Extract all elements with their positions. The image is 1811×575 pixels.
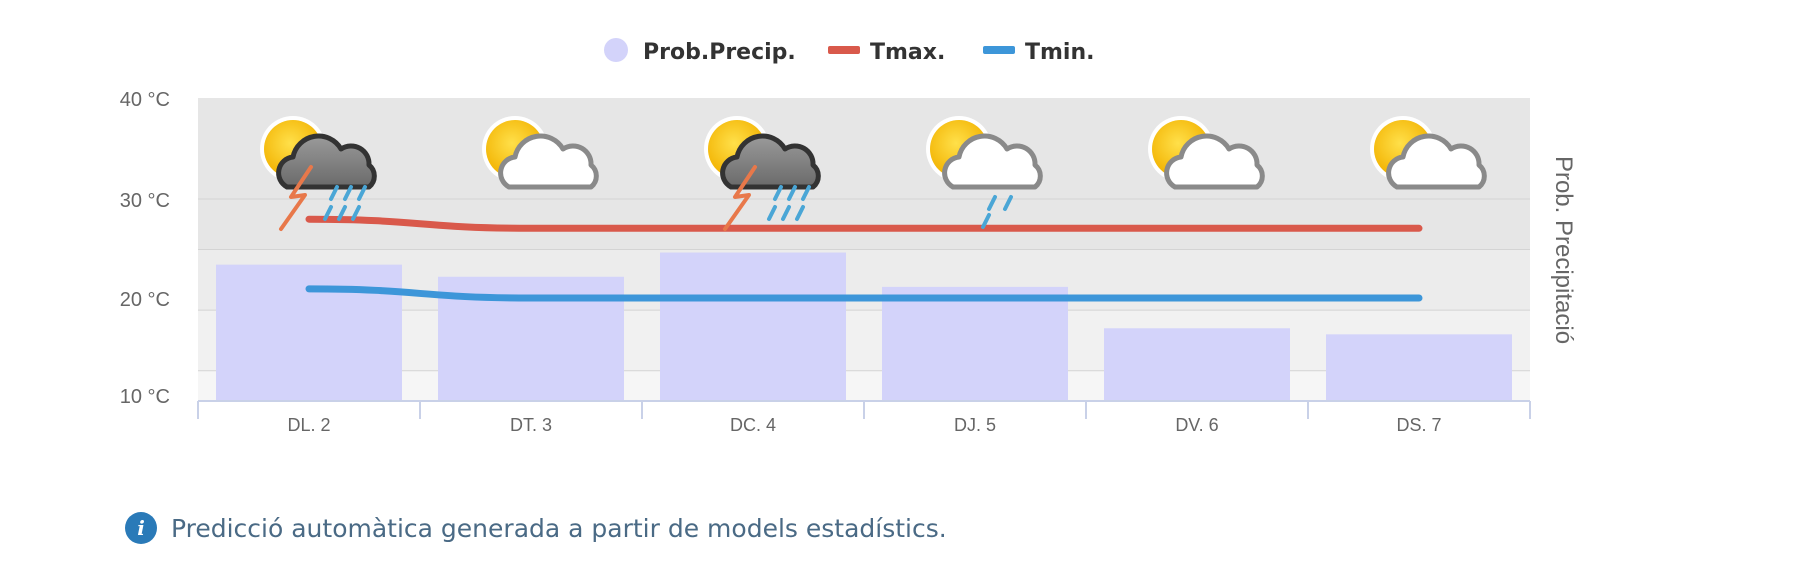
temperature-lines <box>305 215 1423 302</box>
y-tick-label: 40 °C <box>120 89 170 111</box>
y-tick-label: 10 °C <box>120 386 170 408</box>
rain-drop <box>801 185 811 201</box>
legend-label: Tmax. <box>870 40 945 65</box>
rain-drop <box>329 185 339 201</box>
cloud <box>498 133 599 190</box>
rain-drop <box>323 205 333 221</box>
cloud <box>720 133 821 190</box>
legend-marker-line <box>828 46 860 54</box>
x-tick-label: DL. 2 <box>287 415 330 435</box>
y-tick-label: 30 °C <box>120 190 170 212</box>
legend-label: Prob.Precip. <box>643 40 796 65</box>
rain-drop <box>795 205 805 221</box>
sun-cloud-rain-icon <box>926 116 1043 229</box>
lightning-bolt <box>279 165 313 231</box>
sun-storm-rain-icon <box>260 116 377 231</box>
y-tick-label: 20 °C <box>120 289 170 311</box>
sun-cloud-icon <box>482 116 599 190</box>
rain-drop <box>351 205 361 221</box>
rain-drop <box>773 185 783 201</box>
lightning-bolt <box>723 165 757 231</box>
legend: Prob.Precip. Tmax. Tmin. <box>604 38 1095 65</box>
rain-drop <box>1003 195 1013 211</box>
x-tick-label: DC. 4 <box>730 415 776 435</box>
cloud <box>1386 133 1487 190</box>
right-axis-title: Prob. Precipitació <box>1550 156 1577 344</box>
tmin-line <box>305 285 1423 302</box>
gridlines <box>198 198 1530 372</box>
plot-background <box>198 98 1530 401</box>
sun-cloud-icon <box>1148 116 1265 190</box>
forecast-chart: DL. 2 DT. 3 DC. 4 DJ. 5 DV. 6 DS. 7 10 °C 20 °C… <box>120 38 1577 435</box>
precip-bar <box>882 286 1068 401</box>
rain-drop <box>767 205 777 221</box>
precip-bar <box>660 252 846 401</box>
sun-cloud-icon <box>1370 116 1487 190</box>
x-tick-label: DT. 3 <box>510 415 552 435</box>
notice: i Predicció automàtica generada a partir… <box>125 512 947 544</box>
cloud <box>942 133 1043 190</box>
x-tick-label: DS. 7 <box>1396 415 1441 435</box>
precip-bar <box>216 264 402 401</box>
legend-marker-precip <box>604 38 628 62</box>
plot-band <box>198 370 1530 401</box>
notice-text: Predicció automàtica generada a partir d… <box>171 513 947 543</box>
info-icon: i <box>125 512 157 544</box>
rain-drop <box>343 185 353 201</box>
x-tick-label: DJ. 5 <box>954 415 996 435</box>
plot-band <box>198 310 1530 371</box>
precip-bar <box>1104 328 1290 401</box>
x-tick-label: DV. 6 <box>1175 415 1218 435</box>
rain-drop <box>787 185 797 201</box>
tmax-line <box>305 215 1423 232</box>
weather-icons <box>260 116 1487 231</box>
cloud <box>1164 133 1265 190</box>
rain-drop <box>981 213 991 229</box>
rain-drop <box>781 205 791 221</box>
plot-band <box>198 98 1530 199</box>
rain-drop <box>337 205 347 221</box>
legend-label: Tmin. <box>1025 40 1095 65</box>
precip-bar <box>1326 334 1512 401</box>
cloud <box>276 133 377 190</box>
sun-storm-rain-icon <box>704 116 821 231</box>
rain-drop <box>357 185 367 201</box>
axes: DL. 2 DT. 3 DC. 4 DJ. 5 DV. 6 DS. 7 10 °C 20 °C… <box>120 89 1577 435</box>
rain-drop <box>987 195 997 211</box>
legend-marker-line <box>983 46 1015 54</box>
